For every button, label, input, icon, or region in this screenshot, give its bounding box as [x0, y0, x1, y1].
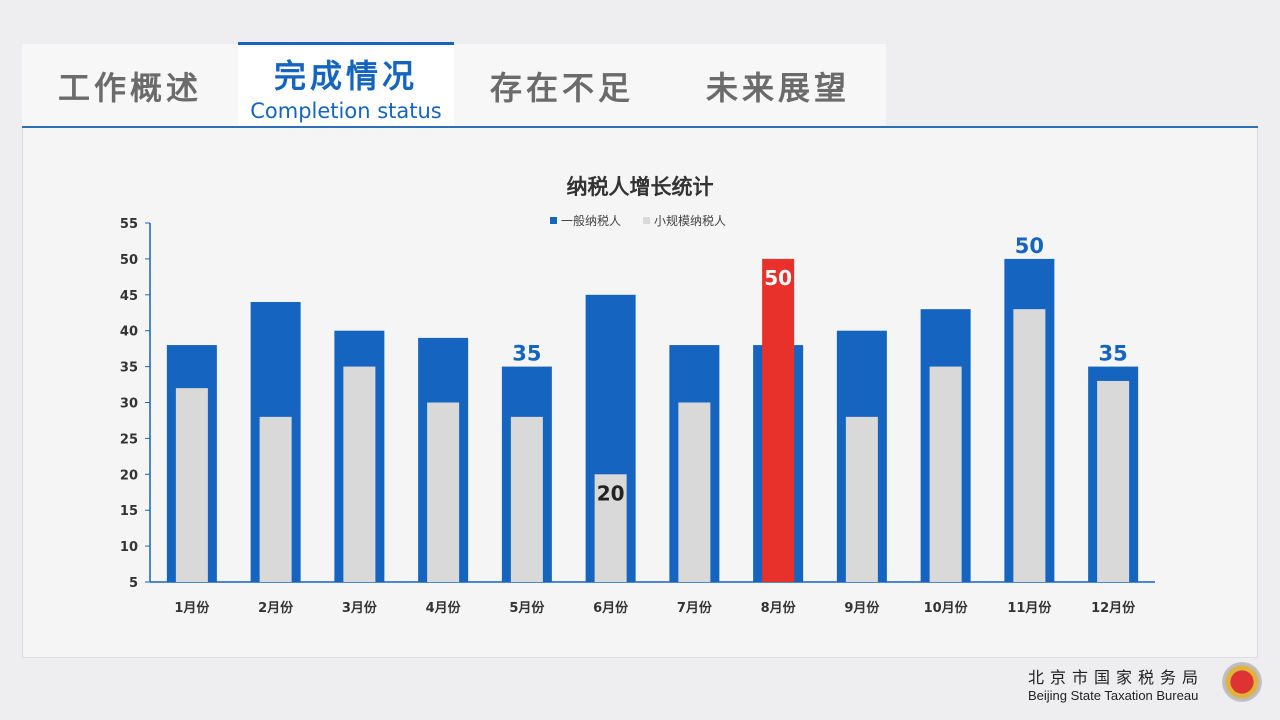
legend-label-small: 小规模纳税人 [654, 213, 726, 228]
y-tick-label: 20 [120, 468, 138, 483]
bar-small [175, 388, 208, 582]
tab-label: 完成情况 [273, 56, 418, 95]
data-label-small: 50 [764, 266, 792, 290]
bar-small [678, 402, 711, 582]
x-tick-label: 3月份 [342, 600, 378, 616]
x-tick-label: 9月份 [844, 600, 880, 616]
tab-overview[interactable]: 工作概述 [22, 44, 238, 128]
footer-org: 北京市国家税务局 Beijing State Taxation Bureau [1028, 664, 1204, 703]
tab-label: 存在不足 [489, 69, 634, 107]
data-label-small: 20 [597, 481, 625, 505]
bar-small [845, 416, 878, 582]
y-tick-label: 5 [129, 576, 138, 591]
tab-completion[interactable]: 完成情况 Completion status [238, 42, 454, 128]
x-tick-label: 6月份 [593, 600, 629, 616]
tab-label: 工作概述 [57, 69, 202, 107]
y-tick-label: 10 [120, 540, 138, 555]
tab-underline [22, 126, 1258, 128]
data-label-general: 50 [1015, 234, 1044, 258]
tab-shortcomings[interactable]: 存在不足 [454, 44, 670, 128]
x-tick-label: 12月份 [1091, 600, 1136, 616]
y-tick-label: 40 [120, 325, 138, 340]
x-tick-label: 5月份 [509, 600, 545, 616]
x-tick-label: 4月份 [426, 600, 462, 616]
bar-small [1013, 309, 1046, 582]
y-tick-label: 25 [120, 432, 138, 447]
bar-small [427, 402, 460, 582]
org-name-en: Beijing State Taxation Bureau [1027, 688, 1199, 703]
bar-small [259, 416, 292, 582]
data-label-general: 35 [512, 342, 541, 366]
bar-small [343, 366, 376, 582]
bar-small [594, 474, 627, 582]
y-tick-label: 50 [120, 253, 138, 268]
y-tick-label: 55 [120, 217, 138, 232]
x-tick-label: 2月份 [258, 600, 294, 616]
x-tick-label: 1月份 [174, 600, 210, 616]
x-tick-label: 8月份 [761, 600, 797, 616]
bar-small [1097, 380, 1130, 582]
x-tick-label: 10月份 [924, 600, 969, 616]
tab-bar [22, 44, 886, 128]
y-tick-label: 30 [120, 397, 138, 412]
bar-small [510, 416, 543, 582]
tab-label: 未来展望 [705, 69, 850, 107]
tab-sublabel: Completion status [250, 98, 442, 123]
y-tick-label: 15 [120, 504, 138, 519]
chart-title: 纳税人增长统计 [567, 175, 714, 199]
tab-outlook[interactable]: 未来展望 [670, 44, 886, 128]
x-tick-label: 7月份 [677, 600, 713, 616]
national-emblem-icon [1222, 662, 1262, 702]
org-name-cn: 北京市国家税务局 [1027, 668, 1204, 687]
bar-small-highlight [762, 258, 795, 582]
bar-small [929, 366, 962, 582]
y-tick-label: 35 [120, 361, 138, 376]
data-label-general: 35 [1099, 342, 1128, 366]
legend-swatch-general [550, 217, 557, 224]
y-tick-label: 45 [120, 289, 138, 304]
x-tick-label: 11月份 [1007, 600, 1052, 616]
legend-label-general: 一般纳税人 [561, 213, 621, 228]
legend-swatch-small [643, 217, 650, 224]
